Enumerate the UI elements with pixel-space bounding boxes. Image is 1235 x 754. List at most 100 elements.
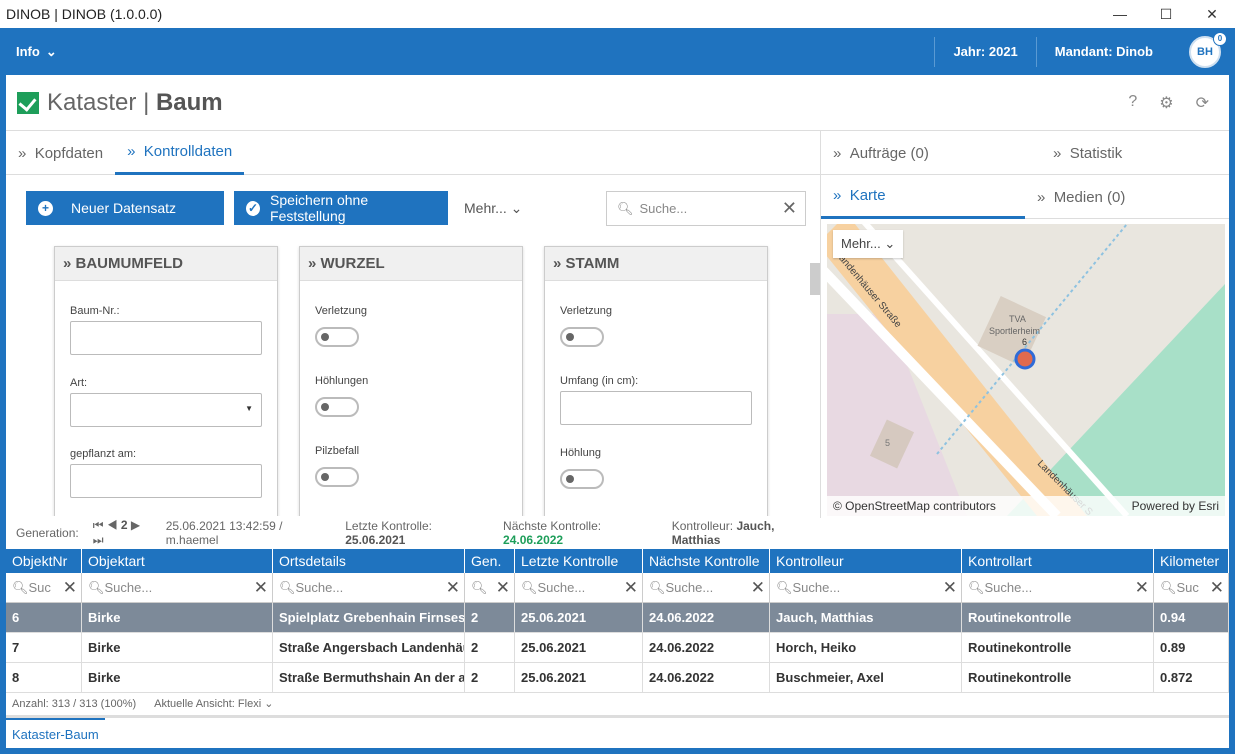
column-header[interactable]: ObjektNr: [6, 549, 82, 573]
view-selector[interactable]: Aktuelle Ansicht: Flexi ⌄: [154, 698, 274, 710]
panel-stamm: » STAMM Verletzung Umfang (in cm): Höhlu…: [544, 246, 768, 516]
panels-scrollbar[interactable]: [810, 245, 820, 515]
column-header[interactable]: Kontrolleur: [770, 549, 962, 573]
art-select[interactable]: ▼: [70, 393, 262, 427]
filter-input[interactable]: 🔍︎ Suc ✕: [6, 573, 82, 602]
map-more-menu[interactable]: Mehr... ⌄: [833, 230, 904, 258]
hoehlungen-label: Höhlungen: [315, 375, 369, 387]
tab-kataster-baum[interactable]: Kataster-Baum: [6, 718, 105, 748]
page-header: Kataster | Baum ? ⚙ ⟳: [6, 75, 1229, 131]
filter-input[interactable]: 🔍︎ Suche... ✕: [82, 573, 273, 602]
generation-label: Generation:: [16, 526, 79, 540]
filter-input[interactable]: 🔍︎ Suche... ✕: [770, 573, 962, 602]
verletzung-toggle[interactable]: [315, 327, 359, 347]
maximize-button[interactable]: ☐: [1159, 5, 1173, 22]
gepflanzt-input[interactable]: [70, 464, 262, 498]
tab-statistik[interactable]: » Statistik: [1053, 144, 1123, 162]
panel-title: » WURZEL: [300, 247, 522, 281]
tab-kopfdaten[interactable]: » Kopfdaten: [18, 144, 104, 162]
map-view[interactable]: Landenhäuser Straße Landenhäuser S TVA S…: [827, 224, 1225, 516]
filter-input[interactable]: 🔍︎ ✕: [465, 573, 515, 602]
check-icon: ✓: [246, 200, 261, 216]
page-title: Kataster | Baum: [47, 88, 223, 116]
form-panels: » BAUMUMFELD Baum-Nr.: Art: ▼ gepflanzt …: [6, 240, 806, 516]
table-row[interactable]: 8 Birke Straße Bermuthshain An der al 2 25.0…: [6, 663, 1229, 693]
filter-input[interactable]: 🔍︎ Suche... ✕: [273, 573, 465, 602]
year-selector[interactable]: Jahr: 2021: [934, 36, 1035, 67]
pilzbefall-label: Pilzbefall: [315, 445, 360, 457]
column-header[interactable]: Ortsdetails: [273, 549, 465, 573]
avatar-initials: BH: [1197, 45, 1213, 58]
info-label: Info: [16, 44, 40, 59]
map-canvas: Landenhäuser Straße Landenhäuser S TVA S…: [827, 224, 1225, 516]
hoehlungen-toggle[interactable]: [315, 397, 359, 417]
baum-nr-input[interactable]: [70, 321, 262, 355]
column-header[interactable]: Letzte Kontrolle: [515, 549, 643, 573]
next-control: Nächste Kontrolle: 24.06.2022: [503, 519, 602, 547]
pilzbefall-toggle[interactable]: [315, 467, 359, 487]
close-button[interactable]: ✕: [1206, 5, 1218, 22]
help-icon[interactable]: ?: [1128, 92, 1138, 110]
panel-baumumfeld: » BAUMUMFELD Baum-Nr.: Art: ▼ gepflanzt …: [54, 246, 278, 516]
right-pane: » Aufträge (0) » Statistik » Karte » Med…: [820, 131, 1229, 518]
new-record-button[interactable]: + Neuer Datensatz: [26, 191, 224, 225]
window-title: DINOB | DINOB (1.0.0.0): [6, 6, 163, 22]
filter-input[interactable]: 🔍︎ Suche... ✕: [643, 573, 770, 602]
tab-karte[interactable]: » Karte: [821, 175, 1025, 219]
verletzung-toggle[interactable]: [560, 327, 604, 347]
timestamp: 25.06.2021 13:42:59 / m.haemel: [165, 519, 283, 547]
grid-footer: Anzahl: 313 / 313 (100%) Aktuelle Ansich…: [6, 692, 1229, 716]
tab-medien[interactable]: » Medien (0): [1037, 188, 1126, 206]
verletzung-label: Verletzung: [560, 305, 612, 317]
filter-row: 🔍︎ Suc ✕ 🔍︎ Suche... ✕ 🔍︎ Suche... ✕ 🔍︎ ✕ 🔍︎ …: [6, 573, 1229, 603]
scroll-thumb[interactable]: [810, 263, 820, 295]
main-content: Kataster | Baum ? ⚙ ⟳ » Kopfdaten » Kont…: [6, 75, 1229, 748]
column-header[interactable]: Gen.: [465, 549, 515, 573]
record-count: Anzahl: 313 / 313 (100%): [12, 697, 137, 710]
filter-input[interactable]: 🔍︎ Suche... ✕: [515, 573, 643, 602]
column-header[interactable]: Kilometer: [1154, 549, 1229, 573]
umfang-input[interactable]: [560, 391, 752, 425]
poi-label: Sportlerheim: [989, 326, 1040, 336]
avatar[interactable]: BH 0: [1189, 31, 1227, 68]
table-row[interactable]: 7 Birke Straße Angersbach Landenhäu 2 25.06.…: [6, 633, 1229, 663]
generation-pager[interactable]: ⏮ ◀ 2 ▶ ⏭: [92, 518, 141, 547]
gear-icon[interactable]: ⚙: [1159, 94, 1174, 112]
clear-search-icon[interactable]: ✕: [781, 198, 797, 218]
left-tabs: » Kopfdaten » Kontrolldaten: [6, 131, 820, 175]
toolbar: + Neuer Datensatz ✓ Speichern ohne Festste…: [26, 191, 806, 225]
panel-wurzel: » WURZEL Verletzung Höhlungen Pilzbefall: [299, 246, 523, 516]
search-input[interactable]: 🔍︎ Suche... ✕: [606, 191, 806, 226]
more-menu[interactable]: Mehr... ⌄: [464, 199, 523, 216]
attribution-esri: Powered by Esri: [1131, 499, 1219, 513]
gepflanzt-label: gepflanzt am:: [70, 448, 137, 460]
save-without-finding-button[interactable]: ✓ Speichern ohne Feststellung: [234, 191, 448, 225]
column-header[interactable]: Objektart: [82, 549, 273, 573]
tab-kontrolldaten[interactable]: » Kontrolldaten: [115, 131, 245, 175]
refresh-icon[interactable]: ⟳: [1195, 94, 1209, 112]
bottom-tabbar: Kataster-Baum: [6, 716, 1229, 748]
art-label: Art:: [70, 377, 88, 389]
column-header[interactable]: Nächste Kontrolle: [643, 549, 770, 573]
panel-title: » BAUMUMFELD: [55, 247, 277, 281]
filter-input[interactable]: 🔍︎ Suche... ✕: [962, 573, 1154, 602]
search-icon: 🔍︎: [617, 200, 634, 216]
tab-auftraege[interactable]: » Aufträge (0): [833, 144, 929, 162]
notification-badge: 0: [1213, 31, 1227, 46]
attribution-osm: © OpenStreetMap contributors: [833, 499, 996, 513]
hoehlung-toggle[interactable]: [560, 469, 604, 489]
column-header[interactable]: Kontrollart: [962, 549, 1154, 573]
controller: Kontrolleur: Jauch, Matthias: [671, 519, 775, 547]
top-nav: Info ⌄ Jahr: 2021 Mandant: Dinob BH 0: [0, 28, 1235, 75]
house-number: 5: [885, 438, 890, 448]
panel-title: » STAMM: [545, 247, 767, 281]
verletzung-label: Verletzung: [315, 305, 367, 317]
info-menu[interactable]: Info ⌄: [0, 44, 57, 60]
minimize-button[interactable]: —: [1113, 6, 1127, 22]
table-row[interactable]: 6 Birke Spielplatz Grebenhain Firnses 2 25.0…: [6, 603, 1229, 633]
umfang-label: Umfang (in cm):: [560, 375, 639, 387]
filter-input[interactable]: 🔍︎ Suc ✕: [1154, 573, 1229, 602]
data-grid: ObjektNr Objektart Ortsdetails Gen. Letz…: [6, 549, 1229, 693]
mandant-selector[interactable]: Mandant: Dinob: [1035, 36, 1171, 67]
